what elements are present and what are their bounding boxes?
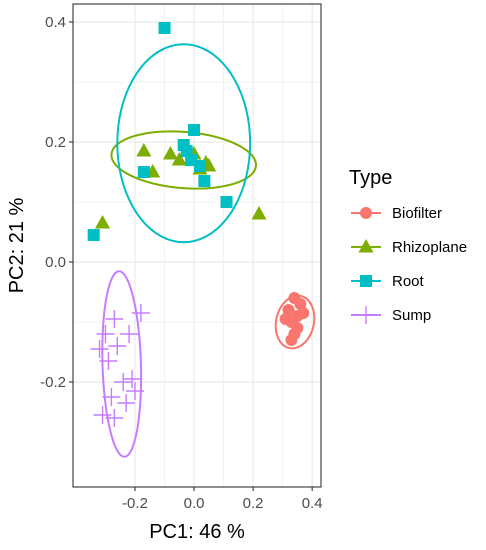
- point-biofilter: [297, 307, 310, 319]
- legend-label-rhizoplane: Rhizoplane: [392, 239, 467, 256]
- point-biofilter: [294, 298, 307, 310]
- point-sump: [90, 340, 109, 358]
- data-points: [87, 22, 310, 427]
- point-biofilter: [279, 313, 292, 325]
- x-tick-label: 0.0: [184, 495, 205, 512]
- point-sump: [99, 352, 118, 370]
- point-sump: [96, 325, 115, 343]
- point-sump: [93, 406, 112, 424]
- point-sump: [105, 409, 124, 427]
- ellipse-rhizoplane: [110, 130, 258, 190]
- panel-border: [72, 3, 322, 488]
- point-rhizoplane: [136, 143, 152, 157]
- point-sump: [105, 310, 124, 328]
- point-root: [158, 22, 171, 34]
- point-rhizoplane: [162, 146, 178, 160]
- point-rhizoplane: [95, 215, 111, 229]
- ellipse-sump: [101, 270, 143, 458]
- point-root: [87, 229, 100, 241]
- point-sump: [102, 388, 121, 406]
- x-axis-title: PC1: 46 %: [149, 521, 245, 543]
- point-root: [188, 124, 201, 136]
- legend-label-sump: Sump: [392, 307, 431, 324]
- point-sump: [108, 337, 127, 355]
- legend-key-marker-root: [360, 275, 372, 287]
- point-sump: [117, 394, 136, 412]
- point-sump: [131, 304, 150, 322]
- point-biofilter: [282, 304, 295, 316]
- ellipse-root: [116, 43, 252, 244]
- x-tick-label: 0.4: [302, 495, 323, 512]
- point-rhizoplane: [171, 152, 187, 166]
- plot-panel: [72, 3, 322, 488]
- y-axis-title: PC2: 21 %: [6, 197, 28, 293]
- legend-label-root: Root: [392, 273, 425, 290]
- y-tick-label: 0.2: [45, 134, 66, 151]
- y-tick-label: 0.0: [45, 254, 66, 271]
- point-biofilter: [285, 334, 298, 346]
- x-tick-label: -0.2: [122, 495, 148, 512]
- legend-key-marker-sump: [357, 306, 375, 324]
- point-root: [193, 160, 206, 172]
- point-rhizoplane: [251, 206, 267, 220]
- legend-title: Type: [349, 167, 392, 189]
- y-tick-label: -0.2: [40, 374, 66, 391]
- point-sump: [120, 325, 139, 343]
- point-root: [198, 175, 211, 187]
- legend-key-marker-biofilter: [360, 207, 372, 219]
- axes: -0.2 0.0 0.2 0.4 -0.2 0.0 0.2 0.4: [40, 14, 322, 512]
- point-root: [137, 166, 150, 178]
- point-sump: [114, 373, 133, 391]
- legend-key-marker-rhizoplane: [358, 239, 374, 253]
- point-sump: [123, 370, 142, 388]
- y-tick-label: 0.4: [45, 14, 66, 31]
- point-sump: [126, 382, 144, 400]
- x-tick-label: 0.2: [243, 495, 264, 512]
- legend-label-biofilter: Biofilter: [392, 205, 442, 222]
- point-root: [220, 196, 233, 208]
- legend: Type Biofilter Rhizoplane Root Sump: [349, 167, 467, 324]
- panel-background: [73, 4, 321, 487]
